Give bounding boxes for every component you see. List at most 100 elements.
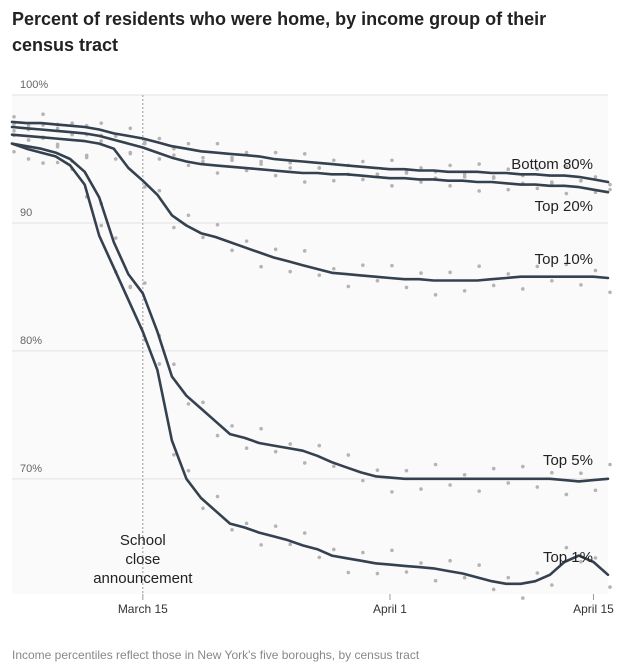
daily-dot [462, 175, 467, 179]
daily-dot [288, 161, 292, 165]
daily-dot [12, 150, 16, 154]
daily-dot [535, 485, 540, 489]
daily-dot [172, 452, 176, 457]
daily-dot [608, 290, 612, 295]
daily-dot [302, 531, 307, 535]
daily-dot [477, 162, 481, 166]
daily-dot [375, 571, 380, 576]
daily-dot [302, 180, 307, 184]
daily-dot [157, 136, 162, 141]
daily-dot [186, 213, 191, 218]
daily-dot [128, 126, 133, 131]
daily-dot [113, 236, 118, 240]
daily-dot [375, 172, 380, 177]
daily-dot [564, 164, 569, 169]
daily-dot [157, 188, 162, 193]
daily-dot [259, 264, 263, 269]
daily-dot [332, 266, 336, 271]
daily-dot [346, 284, 351, 289]
daily-dot [259, 159, 263, 164]
daily-dot [491, 283, 496, 288]
daily-dot [143, 140, 147, 145]
daily-dot [448, 483, 452, 487]
y-tick-label: 100% [20, 79, 48, 91]
daily-dot [244, 521, 249, 526]
daily-dot [550, 181, 554, 186]
daily-dot [346, 570, 351, 575]
daily-dot [390, 263, 394, 268]
daily-dot [332, 158, 336, 163]
daily-dot [288, 269, 292, 274]
daily-dot [70, 121, 74, 125]
x-tick-label: April 15 [573, 602, 614, 616]
daily-dot [564, 262, 569, 267]
daily-dot [288, 442, 292, 446]
series-labels: Bottom 80% Top 20% Top 10% Top 5% Top 1% [511, 156, 593, 566]
daily-dot [361, 550, 365, 555]
daily-dot [26, 157, 31, 161]
series-label: Top 10% [535, 251, 593, 268]
daily-dot [230, 424, 234, 428]
daily-dot [55, 160, 60, 165]
daily-dot [462, 288, 467, 293]
daily-dot [186, 402, 191, 406]
daily-dot [288, 542, 292, 547]
daily-dot [317, 443, 322, 448]
chart-title: Percent of residents who were home, by i… [12, 9, 547, 55]
daily-dot [172, 153, 176, 157]
daily-dot [506, 187, 511, 192]
daily-dot [259, 543, 263, 547]
daily-dot [157, 362, 162, 366]
daily-dot [404, 285, 409, 290]
daily-dot [593, 268, 598, 273]
daily-dot [41, 161, 45, 165]
school-close-annotation: School close announcement [93, 532, 193, 587]
y-axis: 100% 90 80% 70% [20, 79, 48, 475]
daily-dot [302, 152, 307, 156]
daily-dot [201, 400, 205, 405]
series-label: Top 5% [543, 452, 593, 469]
daily-dot [12, 122, 16, 127]
daily-dot [346, 453, 351, 457]
daily-dot [462, 472, 467, 477]
daily-dot [608, 462, 612, 467]
daily-dot [491, 587, 496, 592]
daily-dot [608, 585, 612, 589]
daily-dot [259, 426, 263, 431]
daily-dot [201, 235, 205, 240]
daily-dot [419, 271, 423, 275]
daily-dot [288, 166, 292, 170]
daily-dot [273, 150, 278, 155]
daily-dot [491, 466, 496, 471]
daily-dot [317, 166, 322, 170]
daily-dot [550, 583, 554, 587]
daily-dot [535, 186, 540, 191]
daily-dot [550, 470, 554, 475]
daily-dot [26, 138, 31, 142]
daily-dot [201, 155, 205, 160]
daily-dot [477, 489, 481, 493]
daily-dot [419, 166, 423, 170]
daily-dot [419, 561, 423, 565]
daily-dot [215, 433, 220, 438]
daily-dot [244, 168, 249, 173]
daily-dot [535, 571, 540, 575]
daily-dot [201, 506, 205, 511]
series-label: Bottom 80% [511, 156, 593, 173]
daily-dot [230, 248, 234, 253]
daily-dot [157, 157, 162, 161]
daily-dot [564, 545, 569, 550]
daily-dot [520, 596, 525, 600]
daily-dot [244, 150, 249, 155]
daily-dot [201, 159, 205, 164]
annotation-line: close [125, 551, 160, 568]
daily-dot [302, 461, 307, 465]
daily-dot [99, 139, 104, 143]
daily-dot [215, 222, 220, 227]
daily-dot [608, 187, 612, 192]
daily-dot [419, 180, 423, 184]
y-tick-label: 70% [20, 463, 42, 475]
daily-dot [12, 129, 16, 133]
daily-dot [215, 141, 220, 146]
